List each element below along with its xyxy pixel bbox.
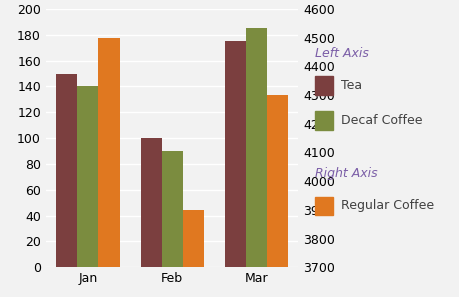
Bar — [267, 95, 288, 297]
Bar — [246, 28, 267, 267]
Bar — [315, 111, 333, 130]
Bar — [315, 197, 333, 215]
Bar — [56, 74, 78, 267]
Bar — [225, 41, 246, 267]
Text: Tea: Tea — [341, 79, 362, 92]
Bar — [140, 138, 162, 267]
Bar — [78, 86, 99, 267]
Bar — [315, 76, 333, 95]
Text: Right Axis: Right Axis — [315, 167, 378, 180]
Text: Left Axis: Left Axis — [315, 47, 369, 60]
Bar — [162, 151, 183, 267]
Text: Regular Coffee: Regular Coffee — [341, 200, 434, 212]
Bar — [99, 38, 119, 297]
Text: Decaf Coffee: Decaf Coffee — [341, 114, 422, 127]
Bar — [183, 210, 204, 297]
